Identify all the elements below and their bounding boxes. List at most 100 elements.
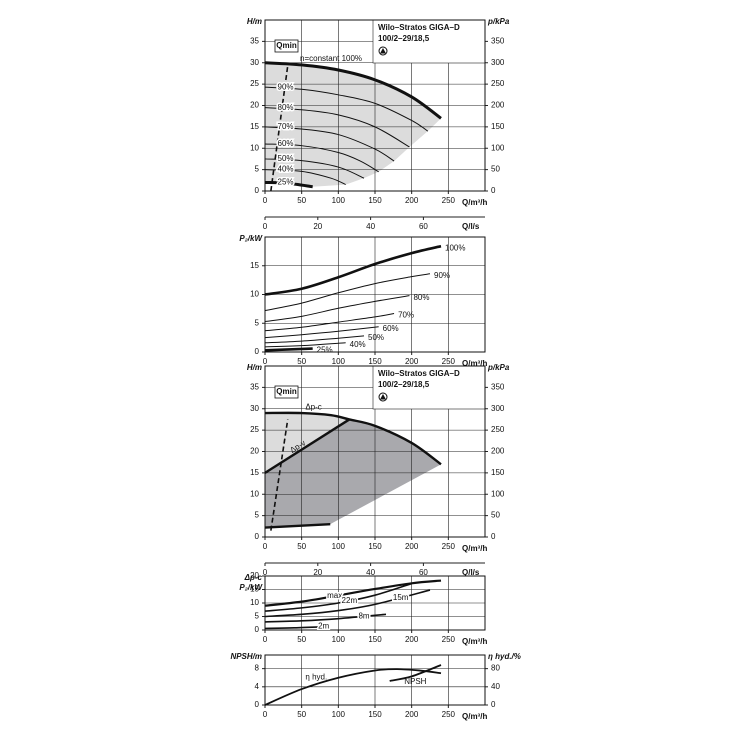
x-tick-label: 0: [263, 635, 268, 644]
x2-tick-label: 0: [263, 568, 268, 577]
y-axis-label: P₂/kW: [239, 583, 263, 592]
x2-axis-label: Q/l/s: [462, 568, 480, 577]
series-label: NPSH: [404, 677, 426, 686]
plot-frame: [264, 654, 486, 706]
qmin-line: [270, 419, 289, 531]
series-label: η hyd.: [305, 673, 327, 682]
series-label: 8m: [358, 611, 369, 620]
y2-tick-label: 350: [491, 36, 505, 45]
x-axis-label: Q/m³/h: [462, 198, 487, 207]
series-label: 80%: [278, 103, 294, 112]
y-tick-label: 25: [250, 425, 259, 434]
series-label: max: [327, 591, 342, 600]
annotation: n=constant 100%: [300, 54, 362, 63]
logo-icon: [380, 48, 386, 54]
chart-title: Wilo–Stratos GIGA–D: [378, 369, 460, 378]
series-label: 100%: [445, 243, 465, 252]
series-label: 60%: [278, 139, 294, 148]
x-tick-label: 200: [405, 196, 419, 205]
curve: [264, 418, 350, 474]
curve: [264, 158, 365, 179]
y2-tick-label: 250: [491, 79, 505, 88]
x-tick-label: 150: [368, 196, 382, 205]
y2-tick-label: 0: [491, 186, 496, 195]
curve: [264, 107, 410, 148]
x-tick-label: 250: [442, 635, 456, 644]
curve: [264, 126, 395, 162]
y2-tick-label: 150: [491, 122, 505, 131]
series-label: 25%: [317, 346, 333, 355]
curve: [264, 143, 379, 173]
curve: [264, 273, 431, 312]
y2-tick-label: 0: [491, 700, 496, 709]
y-tick-label: 5: [255, 318, 260, 327]
y-tick-label: 15: [250, 585, 259, 594]
x-tick-label: 250: [442, 196, 456, 205]
x-tick-label: 150: [368, 542, 382, 551]
logo-icon: [380, 394, 386, 400]
y-axis-label: H/m: [247, 17, 262, 26]
x-tick-label: 100: [332, 635, 346, 644]
y-tick-label: 15: [250, 261, 259, 270]
x-tick-label: 150: [368, 635, 382, 644]
qmin-box: [274, 385, 299, 399]
series-label: 40%: [278, 165, 294, 174]
x-axis-label: Q/m³/h: [462, 359, 487, 368]
x-tick-label: 0: [263, 542, 268, 551]
x-axis-label: Q/m³/h: [462, 712, 487, 721]
x-tick-label: 200: [405, 635, 419, 644]
series-label: 60%: [383, 324, 399, 333]
series-label: 90%: [434, 271, 450, 280]
series-label: 50%: [368, 333, 384, 342]
x-tick-label: 0: [263, 710, 268, 719]
x-tick-label: 50: [297, 635, 306, 644]
y-tick-label: 30: [250, 404, 259, 413]
curve: [264, 625, 328, 630]
x2-tick-label: 60: [419, 568, 428, 577]
y-tick-label: 10: [250, 143, 259, 152]
x-tick-label: 50: [297, 357, 306, 366]
operating-area: [265, 62, 441, 187]
x-tick-label: 100: [332, 357, 346, 366]
y-tick-label: 0: [255, 700, 260, 709]
series-label: 70%: [398, 311, 414, 320]
x2-tick-label: 20: [313, 568, 322, 577]
y-tick-label: 10: [250, 598, 259, 607]
curve: [264, 61, 442, 120]
series-label: 22m: [342, 596, 358, 605]
y2-axis-label: p/kPa: [487, 363, 510, 372]
y2-tick-label: 100: [491, 489, 505, 498]
y-tick-label: 20: [250, 447, 259, 456]
series-label: Δp-c: [305, 402, 321, 411]
series-label: 40%: [350, 340, 366, 349]
y-tick-label: 10: [250, 290, 259, 299]
series-label: 50%: [278, 154, 294, 163]
x-tick-label: 250: [442, 542, 456, 551]
curve: [264, 169, 346, 186]
series-label: 90%: [278, 82, 294, 91]
y2-tick-label: 50: [491, 511, 500, 520]
title-box: [372, 19, 486, 64]
x-tick-label: 250: [442, 710, 456, 719]
y-tick-label: 0: [255, 625, 260, 634]
series-label: 25%: [278, 177, 294, 186]
y2-axis-label: p/kPa: [487, 17, 510, 26]
series-label: 70%: [278, 122, 294, 131]
qmin-label: Qmin: [276, 41, 297, 50]
series-label: 2m: [318, 622, 329, 631]
x-tick-label: 200: [405, 357, 419, 366]
x-tick-label: 150: [368, 357, 382, 366]
y2-tick-label: 300: [491, 404, 505, 413]
chart-title: Wilo–Stratos GIGA–D: [378, 23, 460, 32]
plot-frame: [264, 19, 486, 192]
x2-axis-label: Q/l/s: [462, 222, 480, 231]
curve: [264, 522, 331, 529]
qmin-line: [270, 65, 289, 192]
y-tick-label: 35: [250, 36, 259, 45]
curve: [264, 589, 431, 618]
x-tick-label: 50: [297, 542, 306, 551]
curve: [264, 295, 410, 323]
x-axis-label: Q/m³/h: [462, 544, 487, 553]
y2-tick-label: 200: [491, 447, 505, 456]
